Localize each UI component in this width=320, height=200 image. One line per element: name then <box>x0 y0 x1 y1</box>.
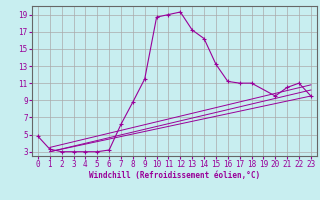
X-axis label: Windchill (Refroidissement éolien,°C): Windchill (Refroidissement éolien,°C) <box>89 171 260 180</box>
